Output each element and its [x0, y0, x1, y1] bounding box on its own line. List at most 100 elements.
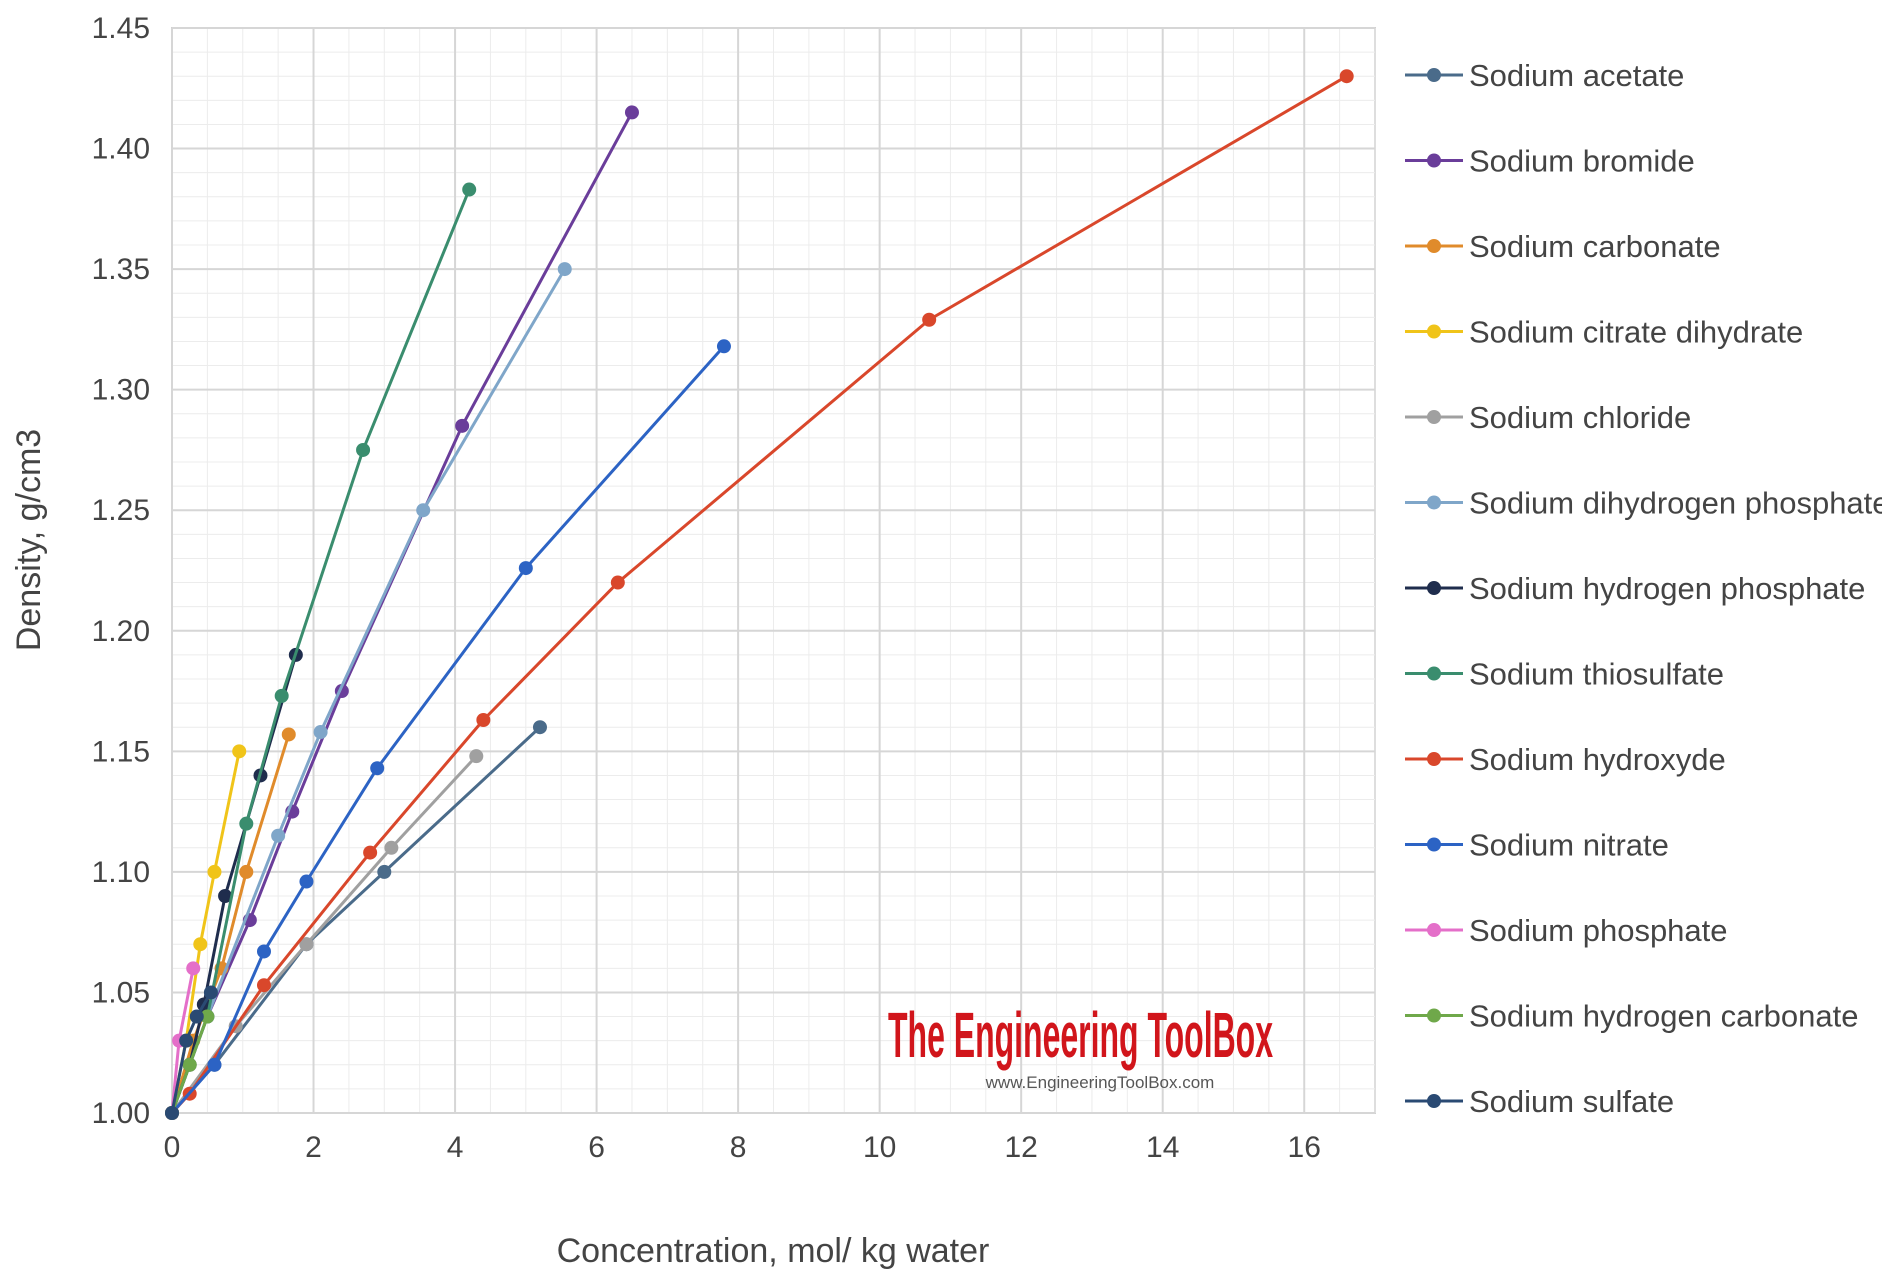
y-axis-tick-labels: 1.00 1.05 1.10 1.15 1.20 1.25 1.30 1.35 1.40 1.45: [92, 12, 150, 1130]
watermark-title: The Engineering ToolBox: [888, 999, 1273, 1071]
legend-swatch-marker: [1427, 1008, 1441, 1023]
data-point: [716, 339, 731, 354]
legend-swatch-marker: [1427, 324, 1441, 339]
legend-swatch-marker: [1427, 752, 1441, 766]
legend-label: Sodium chloride: [1469, 400, 1691, 435]
legend-item: Sodium chloride: [1405, 400, 1691, 435]
y-tick-label: 1.05: [92, 976, 150, 1009]
data-point: [624, 105, 639, 120]
data-point: [462, 182, 477, 197]
legend-swatch-marker: [1427, 581, 1441, 595]
data-point: [186, 961, 201, 976]
legend-swatch-marker: [1427, 239, 1441, 253]
legend-label: Sodium hydrogen phosphate: [1469, 571, 1865, 606]
y-axis-title: Density, g/cm3: [10, 429, 48, 651]
legend-item: Sodium nitrate: [1405, 828, 1669, 863]
data-point: [200, 1009, 215, 1024]
data-point: [239, 816, 254, 831]
legend-item: Sodium hydrogen carbonate: [1405, 999, 1858, 1034]
data-point: [232, 744, 247, 759]
data-point: [370, 761, 385, 776]
data-point: [193, 937, 208, 952]
data-point: [189, 1009, 204, 1024]
data-point: [455, 418, 470, 433]
data-point: [165, 1106, 179, 1120]
data-point: [384, 840, 399, 855]
data-point: [207, 864, 222, 879]
data-point: [610, 575, 625, 590]
x-tick-label: 0: [164, 1131, 181, 1164]
data-point: [271, 828, 286, 843]
data-point: [518, 561, 533, 576]
x-tick-label: 14: [1146, 1131, 1179, 1164]
data-point: [416, 503, 431, 518]
y-tick-label: 1.30: [92, 374, 150, 407]
legend-label: Sodium dihydrogen phosphate: [1469, 486, 1882, 521]
data-point: [256, 944, 271, 959]
data-point: [557, 262, 572, 277]
legend-item: Sodium hydrogen phosphate: [1405, 571, 1865, 606]
data-point: [203, 985, 218, 1000]
data-point: [476, 712, 491, 727]
data-point: [256, 978, 271, 993]
data-point: [239, 864, 254, 879]
y-tick-label: 1.25: [92, 494, 150, 527]
x-tick-label: 16: [1288, 1131, 1321, 1164]
legend-label: Sodium phosphate: [1469, 913, 1728, 948]
series-layer: [165, 69, 1354, 1120]
y-tick-label: 1.20: [92, 615, 150, 648]
legend-item: Sodium phosphate: [1405, 913, 1728, 948]
x-tick-label: 6: [588, 1131, 605, 1164]
legend-swatch-marker: [1427, 410, 1441, 424]
legend-label: Sodium hydroxyde: [1469, 742, 1726, 777]
legend: Sodium acetate Sodium bromide Sodium carbo…: [1405, 58, 1882, 1119]
legend-label: Sodium bromide: [1469, 144, 1695, 179]
data-point: [207, 1057, 222, 1072]
series-12: [165, 985, 218, 1120]
data-point: [313, 725, 328, 740]
y-tick-label: 1.15: [92, 735, 150, 768]
y-tick-label: 1.40: [92, 133, 150, 166]
data-point: [218, 889, 233, 903]
legend-label: Sodium citrate dihydrate: [1469, 315, 1803, 350]
y-tick-label: 1.10: [92, 856, 150, 889]
legend-item: Sodium acetate: [1405, 58, 1684, 93]
x-tick-label: 8: [730, 1131, 747, 1164]
legend-swatch-marker: [1427, 666, 1441, 681]
series-line: [170, 74, 1348, 1115]
y-tick-label: 1.35: [92, 253, 150, 286]
data-point: [281, 727, 296, 742]
major-gridlines: [171, 27, 1375, 1114]
data-point: [182, 1057, 197, 1072]
legend-label: Sodium thiosulfate: [1469, 657, 1724, 692]
legend-item: Sodium bromide: [1405, 144, 1695, 179]
legend-item: Sodium sulfate: [1405, 1084, 1674, 1119]
minor-gridlines: [171, 27, 1376, 1114]
data-point: [532, 720, 547, 735]
y-tick-label: 1.00: [92, 1097, 150, 1130]
legend-swatch-marker: [1427, 1094, 1441, 1108]
legend-label: Sodium carbonate: [1469, 229, 1721, 264]
x-tick-label: 2: [305, 1131, 322, 1164]
legend-label: Sodium hydrogen carbonate: [1469, 999, 1858, 1034]
watermark: The Engineering ToolBox www.EngineeringT…: [888, 999, 1273, 1092]
x-tick-label: 4: [447, 1131, 464, 1164]
data-point: [363, 845, 378, 860]
data-point: [356, 442, 371, 457]
legend-label: Sodium sulfate: [1469, 1084, 1674, 1119]
x-axis-title: Concentration, mol/ kg water: [557, 1232, 990, 1270]
data-point: [179, 1033, 194, 1048]
data-point: [1339, 69, 1354, 84]
legend-swatch-marker: [1427, 923, 1441, 937]
legend-item: Sodium hydroxyde: [1405, 742, 1726, 777]
legend-swatch-marker: [1427, 495, 1441, 510]
data-point: [377, 864, 392, 879]
legend-item: Sodium thiosulfate: [1405, 657, 1724, 692]
data-point: [469, 749, 484, 764]
data-point: [922, 312, 937, 327]
x-axis-tick-labels: 0 2 4 6 8 10 12 14 16: [164, 1131, 1321, 1164]
legend-item: Sodium dihydrogen phosphate: [1405, 486, 1882, 521]
data-point: [274, 688, 289, 703]
